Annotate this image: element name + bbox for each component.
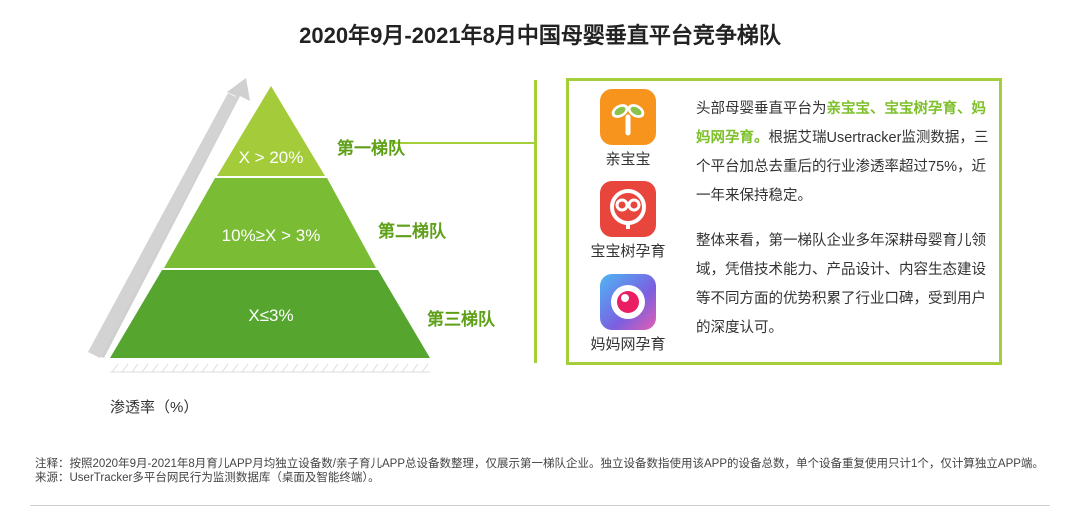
page-title: 2020年9月-2021年8月中国母婴垂直平台竞争梯队 — [299, 23, 781, 48]
description-text: 头部母婴垂直平台为亲宝宝、宝宝树孕育、妈妈网孕育。根据艾瑞Usertracker… — [696, 95, 991, 359]
app-name: 宝宝树孕育 — [590, 243, 666, 260]
axis-label: 渗透率（%） — [110, 399, 199, 416]
pyramid-tier-3 — [110, 270, 430, 358]
app-name: 亲宝宝 — [605, 151, 651, 168]
app-qinbaobao: 亲宝宝 — [583, 89, 673, 169]
app-babytree: 宝宝树孕育 — [583, 181, 673, 261]
babytree-app-icon — [600, 181, 656, 237]
description-paragraph-2: 整体来看，第一梯队企业多年深耕母婴育儿领域，凭借技术能力、产品设计、内容生态建设… — [696, 233, 986, 336]
description-prefix: 头部母婴垂直平台为 — [696, 101, 827, 117]
tier-3-label: 第三梯队 — [427, 310, 495, 329]
tier-2-range: 10%≥X > 3% — [221, 226, 321, 245]
app-name: 妈妈网孕育 — [590, 336, 666, 353]
pyramid-tier-2 — [164, 178, 376, 268]
description-suffix: 根据艾瑞Usertracker监测数据，三个平台加总去重后的行业渗透率超过75%… — [696, 130, 989, 204]
qinbaobao-app-icon — [600, 89, 656, 145]
tier-2-label: 第二梯队 — [378, 222, 446, 241]
footnote-note: 注释：按照2020年9月-2021年8月育儿APP月均独立设备数/亲子育儿APP… — [35, 458, 1044, 470]
tier-3-range: X≤3% — [248, 306, 294, 325]
bottom-divider — [30, 505, 1050, 506]
mama-app-icon — [600, 274, 656, 330]
footnote-source: 来源：UserTracker多平台网民行为监测数据库（桌面及智能终端）。 — [35, 472, 380, 484]
pyramid-arrow-body — [88, 93, 238, 358]
tier-1-range: X > 20% — [238, 148, 304, 167]
footnote: 注释：按照2020年9月-2021年8月育儿APP月均独立设备数/亲子育儿APP… — [35, 457, 1045, 485]
tier-1-detail-box: 亲宝宝 宝宝树孕育 妈妈网孕育 头部母婴垂直平台为亲宝宝、宝宝树孕育、妈妈网孕育… — [566, 78, 1002, 365]
highlighted-apps: 亲宝宝、宝宝树孕育、妈妈网孕育。 — [696, 101, 986, 146]
tier-1-label: 第一梯队 — [337, 139, 405, 158]
app-mama: 妈妈网孕育 — [583, 274, 673, 354]
pyramid-tier-1 — [217, 86, 325, 176]
pyramid-diagram — [88, 78, 536, 373]
description-paragraph-1: 头部母婴垂直平台为亲宝宝、宝宝树孕育、妈妈网孕育。根据艾瑞Usertracker… — [696, 95, 991, 211]
pyramid-base-hatch — [110, 363, 430, 373]
divider-line — [534, 80, 537, 363]
